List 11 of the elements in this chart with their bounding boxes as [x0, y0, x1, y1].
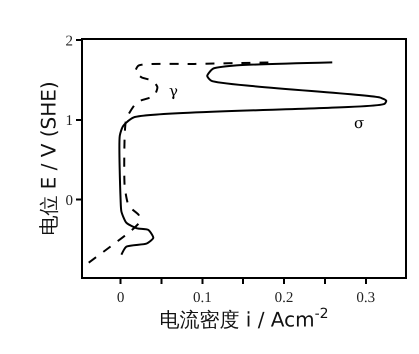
x-tick-label: 0.1	[192, 290, 212, 306]
annotation: γ	[169, 82, 178, 100]
y-tick-label: 0	[66, 192, 73, 209]
x-axis-title: 电流密度 i / Acm$^{-2}$	[159, 306, 329, 332]
annotation: σ	[354, 114, 364, 132]
x-tick-label: 0.2	[274, 290, 294, 306]
x-tick-label: 0.3	[356, 290, 376, 306]
y-tick-label: 2	[66, 33, 73, 50]
x-tick-label: 0	[116, 290, 124, 306]
y-axis-title: 电位 E / V (SHE)	[36, 81, 60, 236]
y-tick-label: 1	[66, 113, 73, 130]
